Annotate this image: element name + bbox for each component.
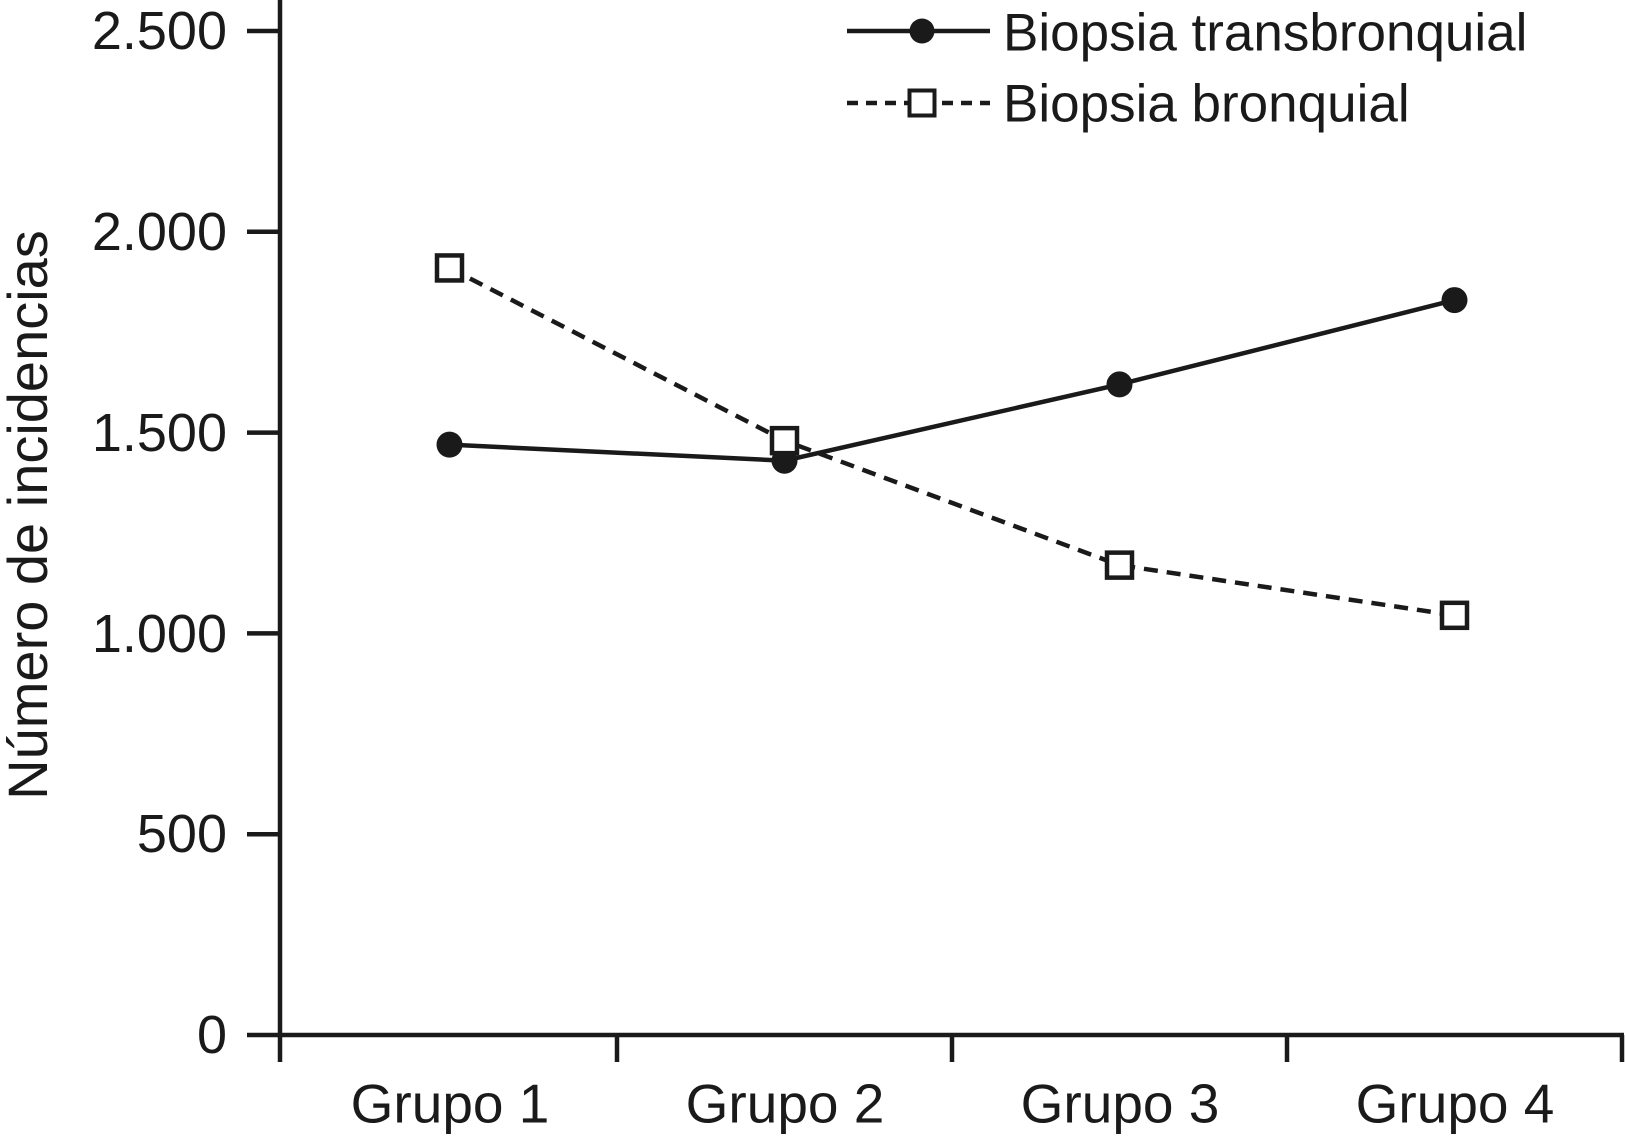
series-line-0 xyxy=(449,297,1456,463)
y-tick-label-1000: 1.000 xyxy=(91,604,227,664)
data-point-filled-circle xyxy=(436,431,463,458)
legend-marker-open-square xyxy=(907,88,937,118)
x-category-label-grupo-1: Grupo 1 xyxy=(350,1072,550,1135)
x-category-label-grupo-3: Grupo 3 xyxy=(1020,1072,1220,1135)
y-tick-label-0: 0 xyxy=(196,1005,227,1065)
y-tick-label-500: 500 xyxy=(136,804,227,864)
legend-marker-filled-circle xyxy=(909,18,935,44)
data-point-open-square xyxy=(434,253,465,283)
legend-label-biopsia-bronquial: Biopsia bronquial xyxy=(1003,74,1410,134)
x-category-label-grupo-4: Grupo 4 xyxy=(1355,1072,1555,1135)
data-point-open-square xyxy=(1439,600,1470,631)
y-axis-title: Número de incidencias xyxy=(0,230,59,800)
y-tick-label-2000: 2.000 xyxy=(91,202,227,262)
series-line-1 xyxy=(448,265,1455,618)
data-point-open-square xyxy=(769,425,800,456)
y-tick-label-1500: 1.500 xyxy=(91,403,227,463)
x-category-label-grupo-2: Grupo 2 xyxy=(685,1072,885,1135)
data-point-filled-circle xyxy=(1441,287,1468,314)
legend-label-biopsia-transbronquial: Biopsia transbronquial xyxy=(1003,3,1528,63)
y-tick-label-2500: 2.500 xyxy=(91,1,227,61)
data-point-open-square xyxy=(1104,550,1135,580)
data-point-filled-circle xyxy=(1106,371,1133,398)
